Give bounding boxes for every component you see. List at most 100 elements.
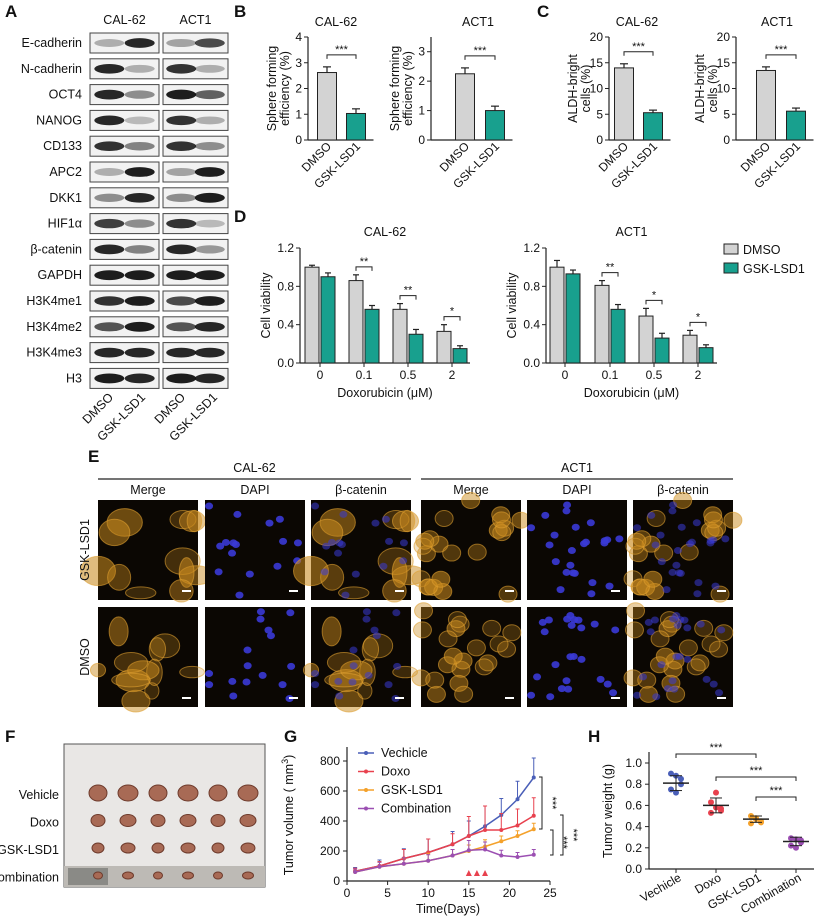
bar-dmso [638, 315, 654, 364]
x-tick-label: 0.1 [356, 368, 373, 382]
legend-label: DMSO [743, 243, 781, 257]
y-tick-label: 600 [320, 784, 340, 798]
significance-bracket [464, 55, 496, 60]
nucleus [663, 685, 672, 693]
blot-protein-label: DKK1 [49, 191, 82, 205]
nucleus [242, 678, 251, 686]
nucleus [715, 689, 724, 697]
data-point [466, 834, 471, 838]
significance-bracket [645, 299, 663, 305]
treatment-arrow-icon [473, 870, 480, 876]
treatment-arrow-icon [482, 870, 489, 876]
treatment-arrow-icon [465, 870, 472, 876]
significance-bracket [601, 272, 619, 277]
blot-protein-label: H3K4me1 [26, 294, 82, 308]
nucleus [540, 628, 549, 636]
nucleus [676, 569, 685, 577]
nucleus [651, 541, 660, 549]
significance-bracket [560, 814, 564, 856]
cell-cytoplasm [414, 602, 434, 620]
blot-band [194, 296, 225, 306]
nucleus [256, 615, 265, 623]
blot-band [124, 192, 155, 203]
bar-gsk-lsd1 [786, 110, 806, 141]
bar-dmso [348, 280, 364, 364]
nucleus [675, 652, 684, 660]
nucleus [385, 537, 394, 545]
nucleus [231, 541, 240, 549]
nucleus [392, 609, 401, 617]
tumor-group-label: Vehicle [19, 788, 59, 802]
legend-marker [364, 769, 368, 774]
blot-strip [89, 58, 160, 80]
nucleus [527, 691, 536, 699]
y-tick-label: 3 [295, 56, 302, 70]
y-tick-label: 800 [320, 754, 340, 768]
tumor [237, 784, 259, 802]
cell-cytoplasm [461, 492, 481, 510]
tumor [119, 814, 137, 827]
y-tick-label: 10 [717, 82, 731, 96]
blot-strip [89, 187, 160, 209]
cell-cytoplasm [412, 621, 432, 639]
data-point [499, 839, 504, 844]
x-tick-label: 0 [344, 886, 351, 900]
blot-band [94, 296, 125, 306]
cell-cytoplasm [673, 492, 693, 510]
legend-label: Doxo [381, 765, 410, 779]
tumor-group-label: Combination [0, 871, 59, 885]
data-point [515, 834, 520, 838]
cell-cytoplasm [467, 543, 487, 561]
nucleus [341, 591, 350, 599]
panel-label-f: F [5, 727, 15, 746]
y-tick-label: 15 [717, 56, 731, 70]
blot-protein-label: APC2 [49, 165, 82, 179]
micrograph-β-catenin [623, 602, 734, 707]
nucleus [566, 561, 575, 569]
blot-band [166, 322, 197, 332]
significance-bracket [675, 753, 757, 758]
nucleus [258, 671, 267, 679]
cell-cytoplasm [650, 630, 670, 648]
nucleus [577, 624, 586, 632]
blot-band [166, 167, 197, 177]
data-point [353, 870, 358, 874]
tumor [88, 784, 108, 802]
data-point [793, 844, 799, 851]
nucleus [633, 691, 642, 699]
blot-band [124, 245, 155, 254]
nucleus [546, 693, 555, 701]
blot-protein-label: H3K4me2 [26, 320, 82, 334]
nucleus [364, 671, 373, 679]
data-point [748, 820, 754, 827]
nucleus [670, 685, 679, 693]
y-tick-label: 5 [723, 107, 730, 121]
legend-label: GSK-LSD1 [743, 262, 805, 276]
nucleus [672, 612, 681, 620]
cell-cytoplasm [431, 570, 451, 588]
significance-bracket [765, 54, 797, 59]
nucleus [393, 662, 402, 670]
x-tick-label: 0.1 [602, 368, 619, 382]
blot-strip [89, 316, 160, 338]
data-point [483, 828, 488, 832]
y-tick-label: 0 [596, 133, 603, 147]
blot-band [194, 245, 225, 254]
nucleus [527, 524, 536, 532]
y-tick-label: 1 [295, 107, 302, 121]
blot-protein-label: E-cadherin [22, 36, 82, 50]
nucleus [275, 515, 284, 523]
cell-cytoplasm [425, 671, 445, 689]
nucleus [562, 568, 571, 576]
cell-cytoplasm [491, 511, 511, 529]
nucleus [683, 655, 692, 663]
nucleus [245, 570, 254, 578]
legend-label: Vechicle [381, 746, 428, 760]
blot-band [124, 64, 155, 73]
tumor [213, 871, 223, 880]
cell-cytoplasm [326, 651, 362, 673]
nucleus [574, 616, 583, 624]
x-tick-label: 0 [317, 368, 324, 382]
legend-swatch-gsk-lsd1 [723, 262, 739, 274]
nucleus [596, 675, 605, 683]
